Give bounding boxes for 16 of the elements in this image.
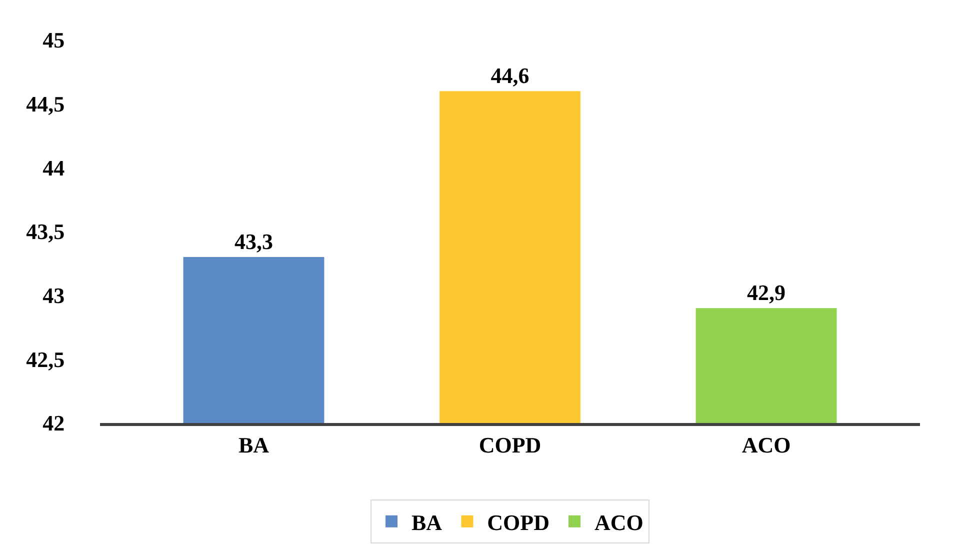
y-tick-label: 45 (42, 28, 65, 53)
y-tick-label: 43,5 (26, 219, 65, 244)
data-label: 44,6 (490, 63, 530, 88)
data-label: 43,3 (234, 229, 273, 254)
x-tick-label: COPD (478, 432, 542, 458)
x-tick-label: ACO (742, 432, 791, 458)
y-tick-label: 44 (42, 155, 65, 180)
legend-label: ACO (594, 510, 644, 535)
x-tick-label: BA (238, 432, 270, 458)
y-tick-label: 43 (42, 283, 65, 308)
legend-label: COPD (487, 510, 550, 535)
y-tick-label: 42 (42, 410, 65, 436)
y-tick-label: 42,5 (26, 346, 65, 372)
y-tick-label: 44,5 (26, 92, 65, 117)
legend-label: BA (412, 510, 442, 535)
data-label: 42,9 (747, 280, 786, 306)
